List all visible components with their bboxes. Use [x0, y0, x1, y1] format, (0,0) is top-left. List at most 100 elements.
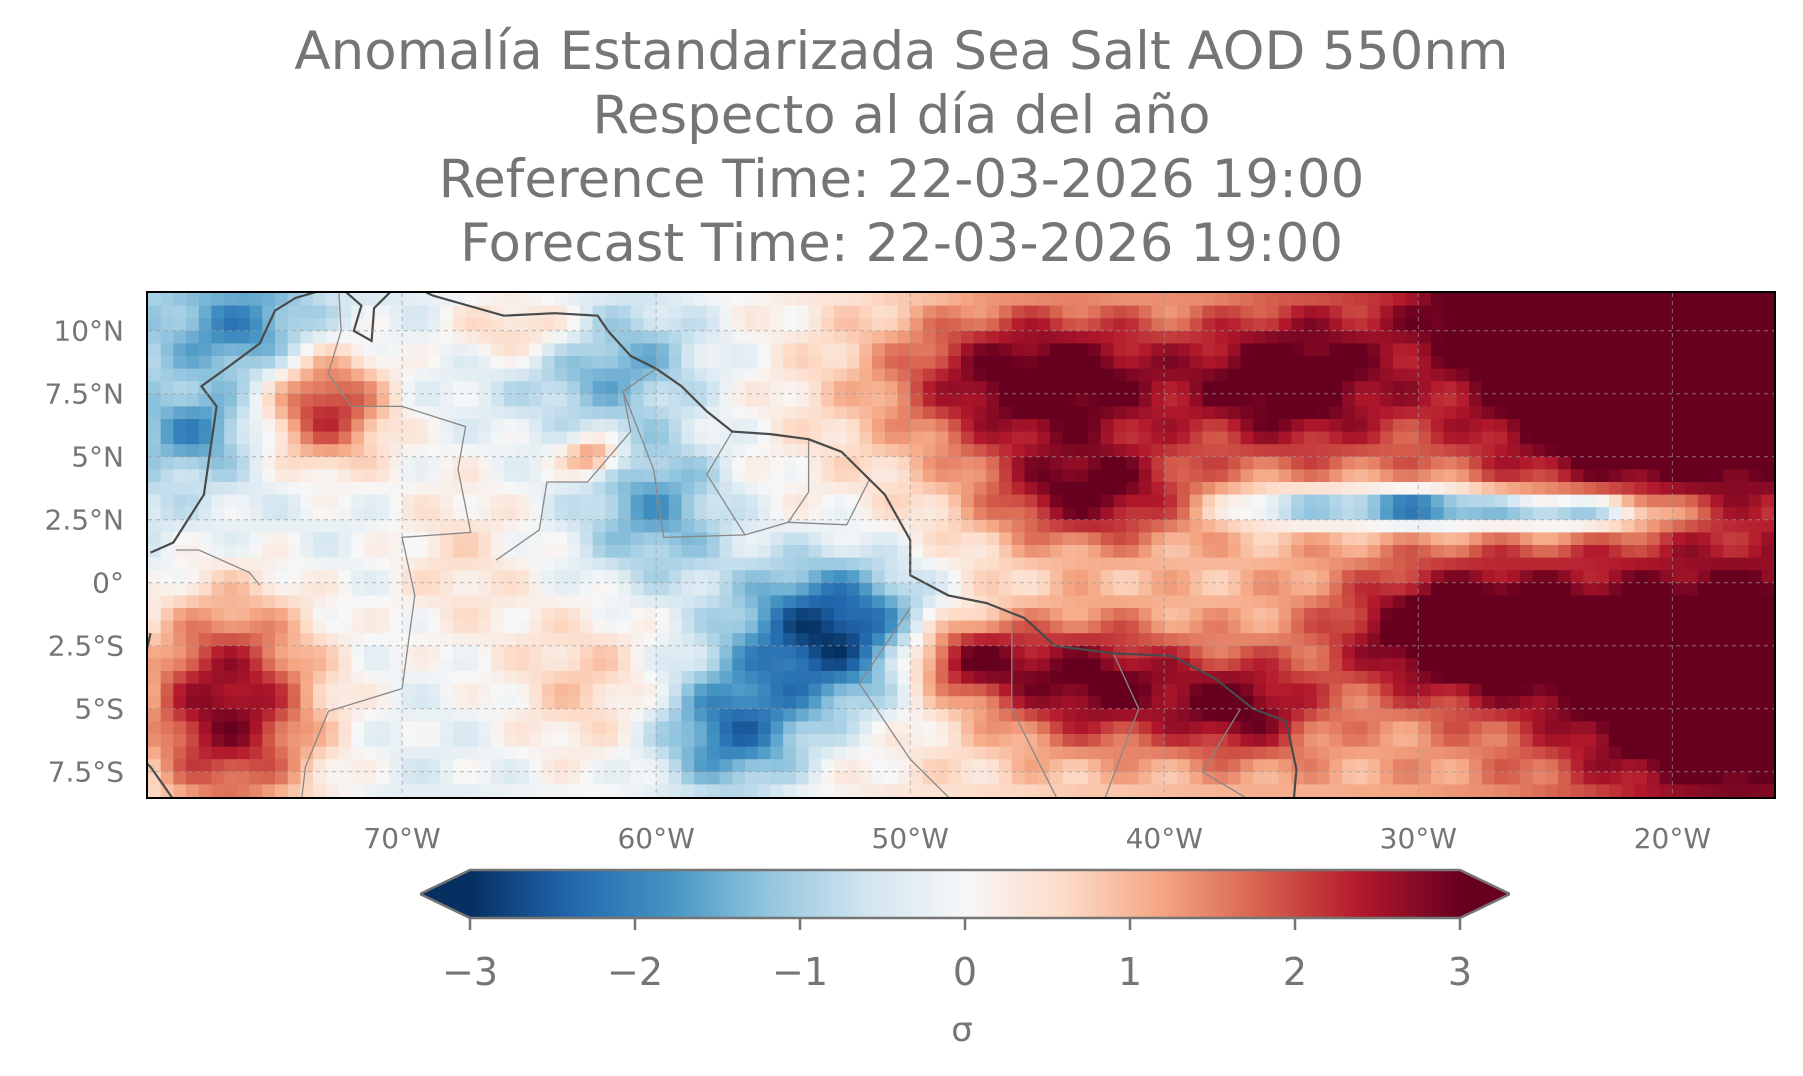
field-cell [1316, 444, 1330, 458]
field-cell [1011, 645, 1026, 659]
field-cell [872, 469, 886, 483]
field-cell [338, 582, 352, 596]
field-cell [1088, 721, 1102, 735]
field-cell [821, 645, 835, 659]
field-cell [262, 293, 276, 307]
field-cell [567, 419, 581, 433]
field-cell [1329, 734, 1343, 748]
field-cell [986, 645, 1000, 659]
field-cell [668, 759, 683, 773]
field-cell [554, 419, 568, 433]
field-cell [186, 645, 200, 659]
field-cell [1062, 494, 1076, 508]
field-cell [973, 532, 987, 546]
field-cell [1735, 318, 1750, 332]
field-cell [389, 381, 403, 395]
field-cell [1710, 570, 1724, 584]
field-cell [757, 696, 772, 710]
field-cell [275, 419, 289, 433]
field-cell [440, 545, 454, 559]
field-cell [503, 696, 517, 710]
field-cell [275, 482, 289, 496]
field-cell [1062, 519, 1076, 533]
field-cell [999, 343, 1013, 357]
field-cell [1608, 570, 1623, 584]
field-cell [516, 582, 530, 596]
field-cell [821, 683, 835, 697]
field-cell [618, 570, 632, 584]
field-cell [961, 356, 975, 370]
field-cell [1329, 330, 1343, 344]
field-cell [605, 582, 619, 596]
field-cell [1240, 381, 1254, 395]
field-cell [872, 734, 886, 748]
field-cell [859, 582, 873, 596]
field-cell [503, 330, 517, 344]
field-cell [656, 671, 670, 685]
field-cell [1202, 469, 1216, 483]
field-cell [1735, 696, 1750, 710]
field-cell [884, 444, 899, 458]
field-cell [1189, 519, 1203, 533]
field-cell [211, 671, 225, 685]
field-cell [745, 330, 759, 344]
field-cell [719, 318, 733, 332]
field-cell [1354, 545, 1369, 559]
field-cell [427, 746, 441, 760]
field-cell [1253, 696, 1267, 710]
field-cell [478, 620, 492, 634]
field-cell [1342, 545, 1356, 559]
field-cell [236, 519, 251, 533]
field-cell [681, 532, 695, 546]
field-cell [846, 734, 860, 748]
field-cell [376, 746, 390, 760]
field-cell [275, 671, 289, 685]
field-cell [1545, 708, 1559, 722]
field-cell [287, 419, 301, 433]
field-cell [1075, 318, 1089, 332]
field-cell [529, 305, 543, 319]
field-cell [1621, 305, 1635, 319]
field-cell [389, 671, 403, 685]
field-cell [986, 293, 1000, 307]
field-cell [579, 771, 594, 785]
field-cell [1621, 431, 1635, 445]
field-cell [1685, 381, 1699, 395]
field-cell [719, 393, 733, 407]
field-cell [1329, 494, 1343, 508]
field-cell [795, 293, 810, 307]
field-cell [1278, 293, 1292, 307]
field-cell [1380, 746, 1394, 760]
field-cell [1558, 456, 1572, 470]
field-cell [834, 356, 848, 370]
field-cell [427, 658, 441, 672]
field-cell [1418, 318, 1432, 332]
field-cell [1469, 708, 1483, 722]
field-cell [821, 469, 835, 483]
field-cell [211, 381, 225, 395]
field-cell [325, 293, 340, 307]
field-cell [402, 557, 416, 571]
field-cell [376, 734, 390, 748]
field-cell [1354, 444, 1369, 458]
field-cell [694, 771, 708, 785]
field-cell [1570, 708, 1585, 722]
field-cell [1011, 381, 1026, 395]
field-cell [1342, 557, 1356, 571]
field-cell [1088, 734, 1102, 748]
field-cell [1735, 494, 1750, 508]
field-cell [389, 645, 403, 659]
field-cell [249, 532, 263, 546]
field-cell [1291, 356, 1305, 370]
field-cell [897, 293, 911, 307]
field-cell [808, 330, 822, 344]
field-cell [1392, 519, 1407, 533]
field-cell [1596, 545, 1610, 559]
field-cell [1316, 330, 1330, 344]
field-cell [973, 305, 987, 319]
field-cell [1316, 645, 1330, 659]
field-cell [1634, 431, 1648, 445]
field-cell [389, 557, 403, 571]
field-cell [1075, 759, 1089, 773]
field-cell [249, 582, 263, 596]
